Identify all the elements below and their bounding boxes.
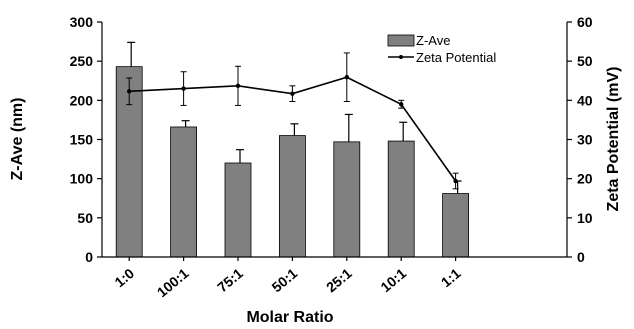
bar-1:1 (442, 193, 470, 258)
legend-swatch-z-ave (387, 34, 415, 47)
legend: Z-Ave Zeta Potential (387, 33, 496, 65)
left-axis-ticks: 0 50 100 150 200 250 300 (70, 14, 102, 265)
right-tick-label-10: 10 (577, 210, 593, 226)
x-tick-label-1:0: 1:0 (111, 265, 137, 290)
bar-error-bars (127, 41, 462, 194)
left-tick-label-300: 300 (70, 14, 94, 30)
bar-25:1 (333, 141, 361, 258)
right-tick-label-60: 60 (577, 14, 593, 30)
bar-10:1 (387, 140, 415, 258)
bar-series-z-ave (115, 66, 470, 258)
right-tick-label-40: 40 (577, 92, 593, 108)
zeta-point-25:1 (344, 75, 349, 80)
x-axis-ticks: 1:0 100:1 75:1 50:1 25:1 10:1 1:1 (111, 257, 464, 300)
zeta-point-100:1 (181, 86, 186, 91)
left-tick-label-200: 200 (70, 92, 94, 108)
zeta-point-50:1 (290, 91, 295, 96)
x-tick-label-25:1: 25:1 (323, 265, 355, 295)
zeta-point-75:1 (235, 83, 241, 89)
bar-50:1 (278, 135, 306, 258)
x-tick-label-1:1: 1:1 (438, 265, 464, 290)
left-tick-label-150: 150 (70, 132, 94, 148)
bar-75:1 (224, 162, 252, 258)
x-axis-title: Molar Ratio (246, 309, 333, 326)
left-tick-label-250: 250 (70, 53, 94, 69)
left-tick-label-50: 50 (77, 210, 93, 226)
zeta-point-1:1 (453, 178, 458, 184)
zeta-point-1:0 (127, 89, 132, 94)
legend-label-zeta-potential: Zeta Potential (416, 50, 496, 65)
bar-100:1 (170, 126, 198, 258)
x-tick-label-10:1: 10:1 (377, 265, 409, 295)
left-tick-label-0: 0 (85, 249, 93, 265)
legend-label-z-ave: Z-Ave (416, 33, 450, 48)
zeta-point-10:1 (399, 102, 404, 107)
left-tick-label-100: 100 (70, 171, 94, 187)
x-tick-label-75:1: 75:1 (214, 265, 246, 295)
right-tick-label-30: 30 (577, 132, 593, 148)
x-tick-label-50:1: 50:1 (269, 265, 301, 295)
line-markers (127, 75, 458, 184)
x-tick-label-100:1: 100:1 (154, 265, 192, 300)
legend-marker-zeta-potential (399, 55, 403, 59)
right-tick-label-20: 20 (577, 171, 593, 187)
left-axis-title: Z-Ave (nm) (9, 98, 26, 181)
right-tick-label-50: 50 (577, 53, 593, 69)
right-axis-ticks: 0 10 20 30 40 50 60 (567, 14, 593, 265)
right-tick-label-0: 0 (577, 249, 585, 265)
right-axis-title: Zeta Potential (mV) (605, 67, 622, 212)
